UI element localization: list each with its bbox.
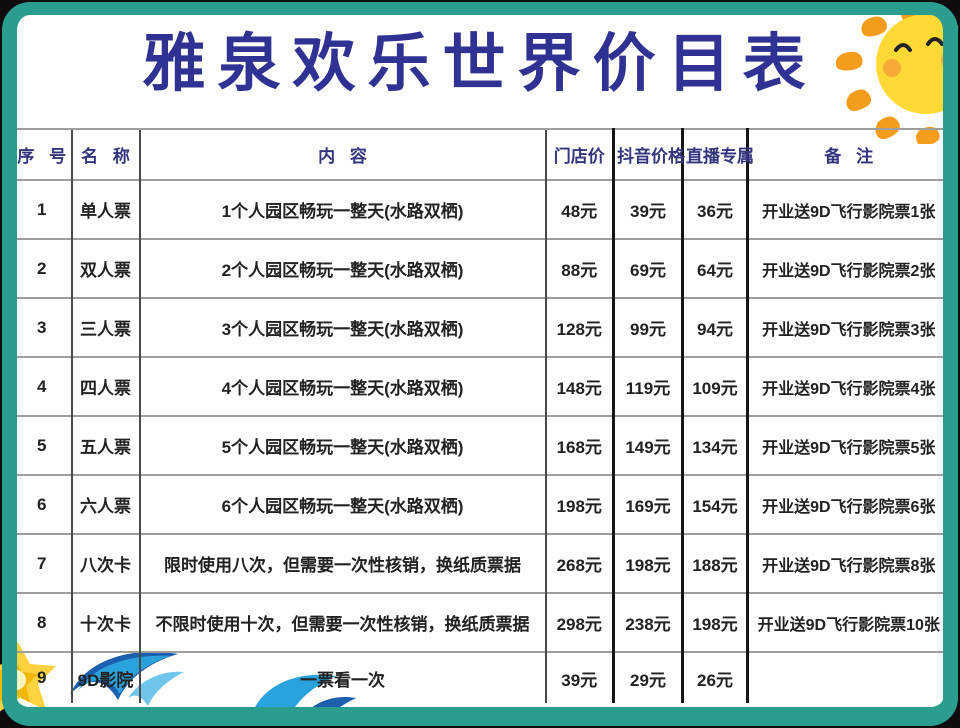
cell-note: 开业送9D飞行影院票8张 bbox=[746, 533, 949, 593]
cell-store-price: 298元 bbox=[544, 592, 614, 652]
cell-no: 1 bbox=[12, 179, 72, 239]
cell-no: 3 bbox=[12, 297, 72, 357]
cell-content: 6个人园区畅玩一整天(水路双栖) bbox=[138, 474, 546, 534]
cell-store-price: 39元 bbox=[544, 651, 614, 703]
cell-store-price: 48元 bbox=[544, 179, 614, 239]
table-row: 4 四人票 4个人园区畅玩一整天(水路双栖) 148元 119元 109元 开业送9D飞行影… bbox=[12, 356, 949, 416]
header-cell-name: 名 称 bbox=[70, 128, 140, 180]
table-row: 6 六人票 6个人园区畅玩一整天(水路双栖) 198元 169元 154元 开业送9D飞行影… bbox=[12, 474, 949, 534]
cell-name: 单人票 bbox=[70, 179, 140, 239]
cell-name: 五人票 bbox=[70, 415, 140, 475]
cell-store-price: 168元 bbox=[544, 415, 614, 475]
cell-no: 6 bbox=[12, 474, 72, 534]
cell-no: 8 bbox=[12, 592, 72, 652]
cell-note: 开业送9D飞行影院票4张 bbox=[746, 356, 949, 416]
cell-store-price: 128元 bbox=[544, 297, 614, 357]
cell-content: 4个人园区畅玩一整天(水路双栖) bbox=[138, 356, 546, 416]
table-row: 7 八次卡 限时使用八次，但需要一次性核销，换纸质票据 268元 198元 188元 开业送… bbox=[12, 533, 949, 593]
cell-live-price: 188元 bbox=[681, 533, 748, 593]
cell-name: 十次卡 bbox=[70, 592, 140, 652]
header-cell-douyin-price: 抖音价格 bbox=[612, 128, 685, 180]
price-table-wrap: 序 号名 称内 容门店价 抖音价格 直播专属备 注 1 单人票 1个人园区畅玩一整天(水路… bbox=[12, 128, 949, 703]
cell-live-price: 64元 bbox=[681, 238, 748, 298]
cell-live-price: 109元 bbox=[681, 356, 748, 416]
cell-douyin-price: 39元 bbox=[612, 179, 683, 239]
cell-live-price: 198元 bbox=[681, 592, 748, 652]
cell-douyin-price: 119元 bbox=[612, 356, 683, 416]
cell-store-price: 198元 bbox=[544, 474, 614, 534]
cell-content: 不限时使用十次，但需要一次性核销，换纸质票据 bbox=[138, 592, 546, 652]
cell-content: 5个人园区畅玩一整天(水路双栖) bbox=[138, 415, 546, 475]
cell-name: 八次卡 bbox=[70, 533, 140, 593]
cell-no: 9 bbox=[12, 651, 72, 703]
table-row: 9 9D影院 一票看一次 39元 29元 26元 bbox=[12, 651, 949, 703]
header-cell-store-price: 门店价 bbox=[544, 128, 614, 180]
cell-name: 六人票 bbox=[70, 474, 140, 534]
header-cell-live-price: 直播专属 bbox=[681, 128, 754, 180]
cell-store-price: 148元 bbox=[544, 356, 614, 416]
cell-douyin-price: 69元 bbox=[612, 238, 683, 298]
cell-note: 开业送9D飞行影院票3张 bbox=[746, 297, 949, 357]
table-header-row: 序 号名 称内 容门店价 抖音价格 直播专属备 注 bbox=[12, 128, 949, 180]
cell-live-price: 94元 bbox=[681, 297, 748, 357]
cell-douyin-price: 149元 bbox=[612, 415, 683, 475]
header-cell-no: 序 号 bbox=[12, 128, 72, 180]
cell-note: 开业送9D飞行影院票6张 bbox=[746, 474, 949, 534]
cell-douyin-price: 29元 bbox=[612, 651, 683, 703]
cell-douyin-price: 198元 bbox=[612, 533, 683, 593]
cell-no: 4 bbox=[12, 356, 72, 416]
cell-note: 开业送9D飞行影院票1张 bbox=[746, 179, 949, 239]
table-row: 1 单人票 1个人园区畅玩一整天(水路双栖) 48元 39元 36元 开业送9D飞行影院票1… bbox=[12, 179, 949, 239]
cell-live-price: 36元 bbox=[681, 179, 748, 239]
cell-content: 限时使用八次，但需要一次性核销，换纸质票据 bbox=[138, 533, 546, 593]
cell-content: 3个人园区畅玩一整天(水路双栖) bbox=[138, 297, 546, 357]
cell-name: 9D影院 bbox=[70, 651, 140, 703]
cell-name: 双人票 bbox=[70, 238, 140, 298]
cell-live-price: 134元 bbox=[681, 415, 748, 475]
cell-live-price: 26元 bbox=[681, 651, 748, 703]
table-row: 8 十次卡 不限时使用十次，但需要一次性核销，换纸质票据 298元 238元 198元 开业… bbox=[12, 592, 949, 652]
cell-content: 2个人园区畅玩一整天(水路双栖) bbox=[138, 238, 546, 298]
table-row: 2 双人票 2个人园区畅玩一整天(水路双栖) 88元 69元 64元 开业送9D飞行影院票2… bbox=[12, 238, 949, 298]
cell-note: 开业送9D飞行影院票2张 bbox=[746, 238, 949, 298]
header-cell-content: 内 容 bbox=[138, 128, 546, 180]
cell-live-price: 154元 bbox=[681, 474, 748, 534]
table-row: 5 五人票 5个人园区畅玩一整天(水路双栖) 168元 149元 134元 开业送9D飞行影… bbox=[12, 415, 949, 475]
cell-douyin-price: 99元 bbox=[612, 297, 683, 357]
table-row: 3 三人票 3个人园区畅玩一整天(水路双栖) 128元 99元 94元 开业送9D飞行影院票… bbox=[12, 297, 949, 357]
cell-content: 1个人园区畅玩一整天(水路双栖) bbox=[138, 179, 546, 239]
cell-name: 四人票 bbox=[70, 356, 140, 416]
cell-no: 5 bbox=[12, 415, 72, 475]
price-table: 序 号名 称内 容门店价 抖音价格 直播专属备 注 1 单人票 1个人园区畅玩一整天(水路… bbox=[12, 128, 949, 703]
cell-store-price: 268元 bbox=[544, 533, 614, 593]
cell-note: 开业送9D飞行影院票10张 bbox=[746, 592, 949, 652]
header-cell-note: 备 注 bbox=[746, 128, 949, 180]
cell-douyin-price: 169元 bbox=[612, 474, 683, 534]
page-title: 雅泉欢乐世界价目表 bbox=[142, 29, 818, 99]
cell-no: 2 bbox=[12, 238, 72, 298]
cell-douyin-price: 238元 bbox=[612, 592, 683, 652]
cell-note: 开业送9D飞行影院票5张 bbox=[746, 415, 949, 475]
cell-no: 7 bbox=[12, 533, 72, 593]
cell-name: 三人票 bbox=[70, 297, 140, 357]
cell-content: 一票看一次 bbox=[138, 651, 546, 703]
cell-store-price: 88元 bbox=[544, 238, 614, 298]
cell-note bbox=[746, 651, 949, 703]
